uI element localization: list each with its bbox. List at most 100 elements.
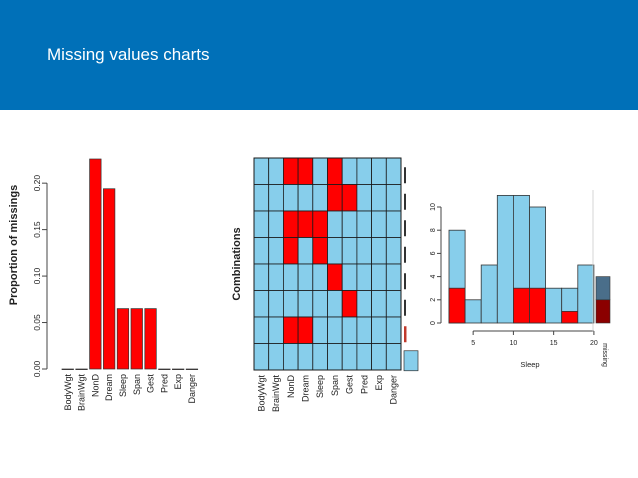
combination-cell <box>282 263 299 291</box>
combination-cell <box>282 157 299 185</box>
y-tick-label: 8 <box>430 228 437 232</box>
combination-cell <box>341 290 358 318</box>
combination-cell <box>385 343 402 371</box>
combination-cell <box>341 316 358 344</box>
combination-cell <box>371 157 387 185</box>
x-tick-label: Pred <box>359 375 369 394</box>
x-tick-label: 10 <box>510 340 518 347</box>
histogram-bar <box>577 264 595 324</box>
frequency-bar <box>404 167 406 184</box>
combination-cell <box>282 343 299 371</box>
combination-cell <box>297 316 314 344</box>
combination-cell <box>385 184 402 212</box>
frequency-bar <box>404 246 406 263</box>
bar-sleep <box>116 308 130 370</box>
combination-cell <box>297 290 314 318</box>
missing-label: missing <box>601 343 608 367</box>
histogram-bar <box>496 194 514 324</box>
x-tick-label: Danger <box>389 375 399 405</box>
combination-cell <box>327 316 343 344</box>
combination-cell <box>371 343 387 371</box>
combination-cell <box>385 316 402 344</box>
x-tick-label: Gest <box>345 375 355 395</box>
combination-cell <box>312 263 328 291</box>
x-tick-label: Span <box>330 375 340 396</box>
combination-cell <box>312 157 328 185</box>
combination-cell <box>312 184 328 212</box>
combination-cell <box>282 237 299 265</box>
x-tick-label: Dream <box>104 374 114 401</box>
y-tick-label: 0.05 <box>32 314 42 331</box>
bar-dream <box>103 188 116 370</box>
x-tick-label: Sleep <box>118 374 128 397</box>
combination-cell <box>297 184 314 212</box>
combination-cell <box>327 157 343 185</box>
histogram-missing-bar <box>561 310 579 324</box>
combination-cell <box>341 237 358 265</box>
x-tick-label: Dream <box>300 375 310 402</box>
combination-cell <box>282 210 299 238</box>
histogram-bar <box>464 299 482 324</box>
y-tick-label: 0.20 <box>32 175 42 192</box>
bar-danger <box>185 368 199 370</box>
combination-cell <box>253 343 270 371</box>
y-tick-label: 10 <box>430 203 437 211</box>
sleep-histogram-chart: 0 2 4 6 8 10 5 10 15 20 Sleep missing <box>430 190 611 369</box>
combination-cell <box>268 237 284 265</box>
combinations-chart: Combinations BodyWgt BrainWgt NonD Dream Slee… <box>231 157 419 413</box>
combination-cell <box>297 210 314 238</box>
y-tick-label: 0 <box>430 321 437 325</box>
histogram-bar <box>545 287 563 324</box>
x-tick-label: BrainWgt <box>271 375 281 413</box>
y-tick-label: 4 <box>430 275 437 279</box>
x-tick-label: Exp <box>374 375 384 391</box>
combination-grid-border <box>253 157 402 371</box>
x-tick-label: BodyWgt <box>256 375 266 412</box>
y-axis-label: Proportion of missings <box>8 185 20 305</box>
combination-cell <box>371 237 387 265</box>
combination-cell <box>341 343 358 371</box>
combination-cell <box>297 237 314 265</box>
combination-cell <box>312 343 328 371</box>
combination-cell <box>312 316 328 344</box>
combination-cell <box>327 343 343 371</box>
y-axis-label: Combinations <box>231 227 243 300</box>
combination-cell <box>371 290 387 318</box>
frequency-bar <box>404 193 406 210</box>
combination-cell <box>385 157 402 185</box>
frequency-bar <box>404 273 406 290</box>
bar-span <box>130 308 143 370</box>
combination-cell <box>253 237 270 265</box>
combination-cell <box>268 343 284 371</box>
x-tick-label: 20 <box>590 340 598 347</box>
combination-cell <box>253 290 270 318</box>
x-tick-label: Gest <box>146 374 156 394</box>
combination-cell <box>341 157 358 185</box>
bar-pred <box>158 368 171 370</box>
combination-cell <box>253 210 270 238</box>
y-tick-label: 0.10 <box>32 268 42 285</box>
y-tick-label: 0.15 <box>32 221 42 238</box>
bar-nond <box>89 158 102 370</box>
combination-cell <box>268 210 284 238</box>
combination-cell <box>356 157 372 185</box>
frequency-bar <box>404 220 406 237</box>
combination-cell <box>312 237 328 265</box>
x-tick-label: Danger <box>187 374 197 404</box>
combination-cell <box>356 263 372 291</box>
combination-cell <box>268 316 284 344</box>
bar-gest <box>144 308 157 370</box>
histogram-missing-bar <box>529 287 547 324</box>
combination-cell <box>327 210 343 238</box>
x-tick-label: Exp <box>173 374 183 390</box>
x-tick-label: NonD <box>286 375 296 399</box>
x-axis-label: Sleep <box>520 360 539 369</box>
combination-cell <box>371 263 387 291</box>
combination-cell <box>327 290 343 318</box>
combination-cell <box>341 263 358 291</box>
x-tick-label: Pred <box>159 374 169 393</box>
combination-cell <box>297 263 314 291</box>
combination-cell <box>341 184 358 212</box>
histogram-bar <box>480 264 498 324</box>
